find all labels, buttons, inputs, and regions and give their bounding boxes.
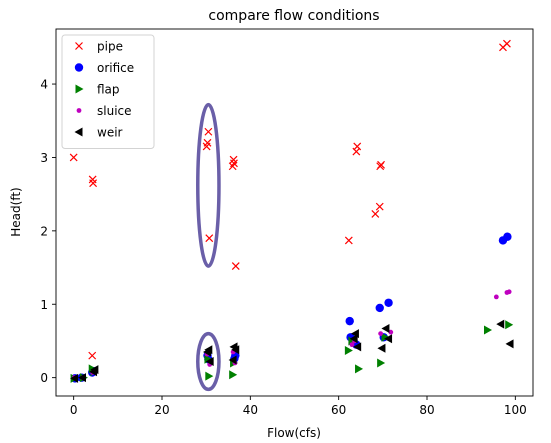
flap-point-8	[344, 345, 353, 355]
orifice-point-8	[345, 316, 354, 326]
y-tick-label-1: 1	[40, 298, 48, 312]
legend: pipe orifice flap sluice weir	[61, 34, 155, 149]
weir-point-12	[353, 342, 362, 352]
flap-point-6	[229, 370, 238, 380]
weir-point-16	[496, 319, 505, 329]
x-tick-label-100: 100	[504, 403, 527, 417]
pipe-point-17	[371, 210, 380, 218]
pipe-point-7	[205, 234, 214, 243]
x-tick-label-20: 20	[154, 403, 169, 417]
pipe-point-3	[88, 351, 97, 360]
series-pipe	[69, 39, 511, 360]
pipe-point-16	[376, 162, 385, 171]
axes-frame	[55, 28, 534, 397]
sluice-point-9	[378, 331, 384, 337]
sluice-point-10	[388, 329, 394, 335]
pipe-point-13	[352, 147, 361, 156]
flap-point-11	[377, 358, 386, 368]
annotation-ellipse-0	[196, 102, 221, 268]
pipe-point-11	[231, 262, 240, 271]
y-tick-label-0: 0	[40, 371, 48, 385]
orifice-point-15	[503, 232, 512, 241]
x-tick-label-60: 60	[331, 403, 346, 417]
series-weir	[70, 319, 514, 383]
weir-point-17	[505, 339, 514, 349]
flap-point-10	[355, 364, 364, 374]
pipe-point-18	[375, 202, 384, 211]
data-markers	[69, 39, 514, 383]
pipe-point-14	[344, 236, 353, 245]
y-tick-label-3: 3	[40, 151, 48, 165]
chart-title: compare flow conditions	[208, 8, 379, 24]
flap-point-13	[484, 325, 493, 335]
legend-label-flap: flap	[97, 83, 120, 97]
legend-marker-pipe	[75, 42, 83, 50]
weir-point-9	[228, 355, 237, 365]
legend-label-weir: weir	[97, 126, 123, 140]
x-tick-label-40: 40	[243, 403, 258, 417]
y-tick-label-2: 2	[40, 224, 48, 238]
flap-point-12	[381, 332, 390, 342]
weir-point-3	[90, 365, 99, 375]
weir-point-8	[231, 345, 240, 355]
weir-point-15	[377, 343, 386, 353]
legend-box	[61, 34, 155, 149]
annotation-ellipse-1	[196, 331, 221, 392]
y-tick-label-4: 4	[40, 78, 48, 92]
legend-marker-sluice	[76, 108, 82, 113]
legend-marker-orifice	[74, 63, 84, 72]
pipe-point-6	[203, 138, 212, 147]
weir-point-14	[384, 334, 393, 344]
pipe-point-4	[204, 127, 213, 136]
x-tick-label-0: 0	[70, 403, 78, 417]
legend-marker-flap	[75, 84, 84, 94]
annotation-layer	[196, 102, 221, 392]
orifice-point-11	[375, 303, 384, 313]
orifice-point-12	[384, 298, 393, 307]
pipe-point-20	[503, 39, 511, 48]
axes: 0 20 40 60 80 100 0 1 2 3 4	[40, 28, 534, 417]
pipe-point-2	[89, 179, 98, 188]
flap-point-14	[505, 320, 514, 330]
pipe-point-0	[69, 153, 78, 162]
flap-point-5	[205, 371, 214, 381]
weir-point-11	[349, 334, 358, 344]
legend-label-orifice: orifice	[97, 61, 134, 75]
legend-label-sluice: sluice	[97, 104, 132, 118]
legend-marker-weir	[74, 127, 83, 137]
sluice-point-13	[506, 289, 512, 295]
y-axis-label: Head(ft)	[9, 187, 23, 236]
sluice-point-7	[349, 342, 355, 348]
weir-point-13	[381, 323, 390, 333]
sluice-point-11	[493, 294, 499, 300]
x-axis-label: Flow(cfs)	[267, 426, 321, 440]
weir-point-1	[78, 373, 86, 383]
weir-point-6	[205, 357, 214, 367]
weir-point-5	[204, 345, 213, 355]
legend-label-pipe: pipe	[97, 40, 123, 54]
x-tick-label-80: 80	[419, 403, 434, 417]
weir-point-0	[70, 373, 79, 383]
pipe-point-10	[230, 159, 238, 168]
